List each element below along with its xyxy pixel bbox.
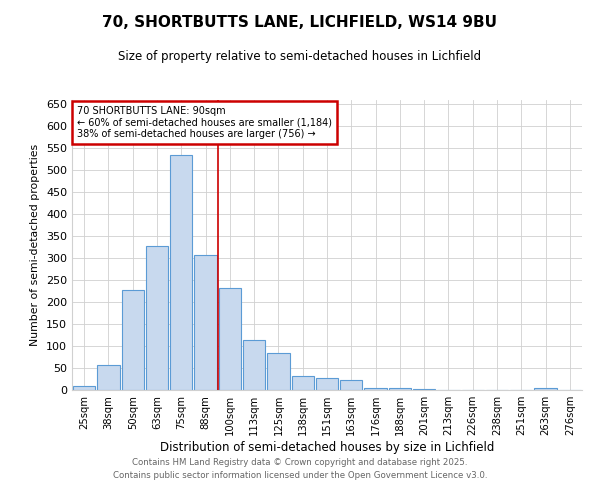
Text: 70, SHORTBUTTS LANE, LICHFIELD, WS14 9BU: 70, SHORTBUTTS LANE, LICHFIELD, WS14 9BU	[103, 15, 497, 30]
Bar	[218, 288, 241, 390]
Bar	[364, 388, 387, 390]
Y-axis label: Number of semi-detached properties: Number of semi-detached properties	[31, 144, 40, 346]
Bar	[243, 340, 265, 390]
Bar	[316, 378, 338, 390]
Bar	[170, 155, 193, 390]
Bar	[267, 352, 290, 390]
Bar	[73, 386, 95, 390]
Bar	[122, 290, 144, 390]
Text: 70 SHORTBUTTS LANE: 90sqm
← 60% of semi-detached houses are smaller (1,184)
38% : 70 SHORTBUTTS LANE: 90sqm ← 60% of semi-…	[77, 106, 332, 139]
Text: Contains HM Land Registry data © Crown copyright and database right 2025.
Contai: Contains HM Land Registry data © Crown c…	[113, 458, 487, 480]
Bar	[340, 380, 362, 390]
Bar	[292, 376, 314, 390]
Bar	[146, 246, 168, 390]
Bar	[389, 388, 411, 390]
Bar	[413, 388, 436, 390]
X-axis label: Distribution of semi-detached houses by size in Lichfield: Distribution of semi-detached houses by …	[160, 441, 494, 454]
Bar	[535, 388, 557, 390]
Text: Size of property relative to semi-detached houses in Lichfield: Size of property relative to semi-detach…	[118, 50, 482, 63]
Bar	[194, 254, 217, 390]
Bar	[97, 364, 119, 390]
